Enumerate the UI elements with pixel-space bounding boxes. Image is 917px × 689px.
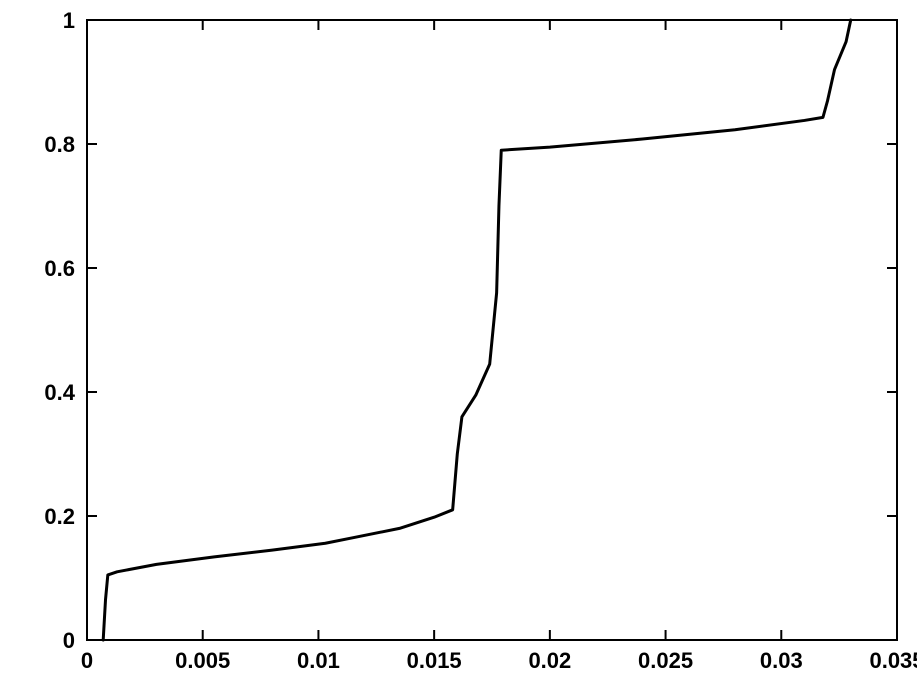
y-tick-label: 0.8 xyxy=(44,132,75,157)
chart-container: 0 0.005 0.01 0.015 0.02 0.025 0.03 0.035 0 0.2 0.4… xyxy=(0,0,917,689)
y-tick-label: 1 xyxy=(63,8,75,33)
x-tick-label: 0.015 xyxy=(407,648,462,673)
y-tick-label: 0.2 xyxy=(44,504,75,529)
x-tick-label: 0.025 xyxy=(638,648,693,673)
x-tick-label: 0.03 xyxy=(760,648,803,673)
chart-svg: 0 0.005 0.01 0.015 0.02 0.025 0.03 0.035 0 0.2 0.4… xyxy=(0,0,917,689)
x-tick-label: 0.035 xyxy=(869,648,917,673)
x-tick-label: 0.02 xyxy=(528,648,571,673)
x-tick-label: 0.01 xyxy=(297,648,340,673)
x-tick-label: 0.005 xyxy=(175,648,230,673)
y-tick-label: 0.4 xyxy=(44,380,75,405)
y-tick-label: 0 xyxy=(63,628,75,653)
y-tick-label: 0.6 xyxy=(44,256,75,281)
x-tick-label: 0 xyxy=(81,648,93,673)
